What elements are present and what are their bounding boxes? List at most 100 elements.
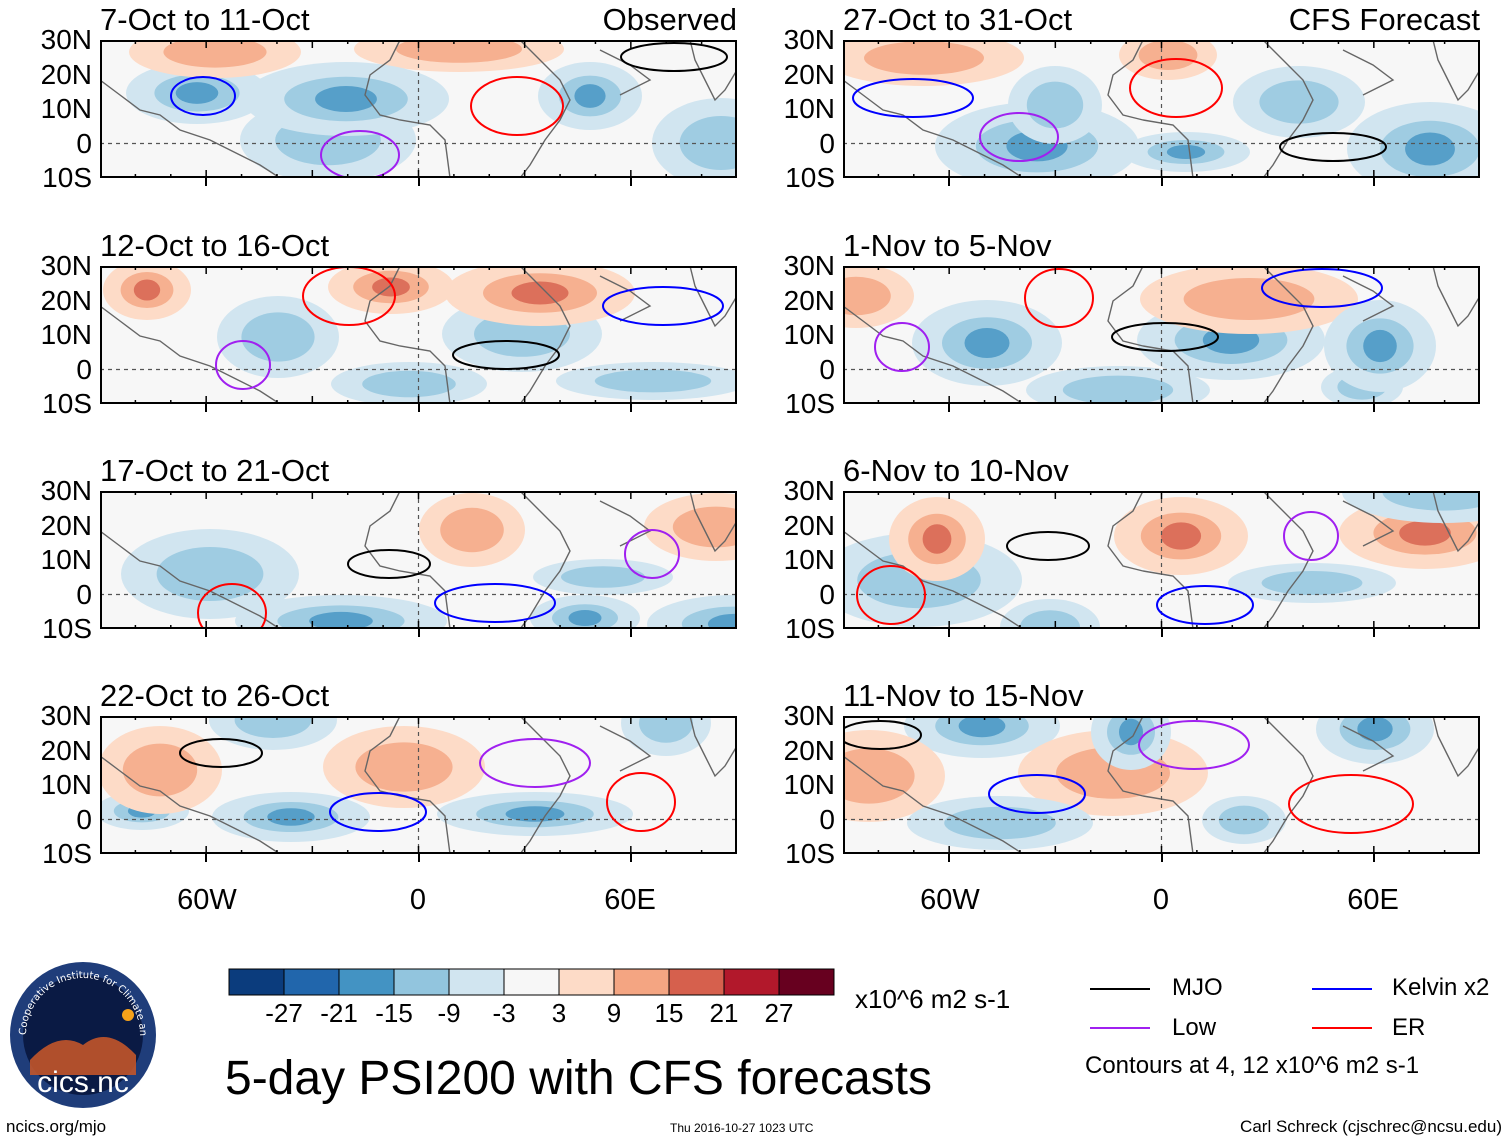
lon-major-tick [1160,178,1163,186]
coastline [843,266,1480,404]
colorbar-swatch [778,968,835,996]
colorbar-tick-label: 9 [606,998,622,1028]
lat-label: 10N [40,544,92,575]
lon-major-tick [629,629,632,637]
colorbar-tick-label: -15 [375,998,413,1028]
colorbar-swatch [503,968,560,996]
lat-label: 10S [785,388,835,419]
map-panel [843,491,1480,629]
lat-label: 20N [783,734,835,766]
filter-contours [170,42,728,178]
lat-label: 0 [76,578,92,610]
lon-label-0-right: 0 [1152,884,1170,916]
lat-label: 30N [40,475,92,506]
lon-major-tick [1160,854,1163,862]
lon-major-tick [205,178,208,186]
lon-major-tick [629,854,632,862]
lat-label: 0 [819,578,835,610]
lon-label-60e-right: 60E [1347,884,1399,916]
lat-label: 10N [40,93,92,124]
lat-label: 10N [783,319,835,350]
colorbar-tick-label: -21 [320,998,358,1028]
filter-contours [843,720,1414,834]
lat-label: 10S [785,613,835,644]
logo-text: cics.nc [37,1066,129,1099]
filter-contours [856,511,1339,625]
map-panel [100,716,737,854]
panel-title: 11-Nov to 15-Nov [843,678,1084,713]
lat-label: 10S [785,162,835,193]
lon-major-tick [948,629,951,637]
lon-major-tick [1160,629,1163,637]
lat-label: 0 [819,353,835,385]
lon-major-tick [1372,404,1375,412]
lon-major-tick [948,178,951,186]
panel-title: 27-Oct to 31-Oct [843,2,1073,37]
colorbar-swatch [393,968,450,996]
lat-label: 0 [76,127,92,159]
cics-nc-logo: Cooperative Institute for Climate and Sa… [5,952,156,1108]
lat-label: 20N [783,509,835,541]
map-panel [100,40,737,178]
legend-note: Contours at 4, 12 x10^6 m2 s-1 [1085,1052,1420,1079]
colorbar-swatch [448,968,505,996]
colorbar-tick-label: -3 [492,998,516,1028]
lat-label: 10N [40,769,92,800]
colorbar-swatch [558,968,615,996]
lat-label: 30N [783,24,835,55]
lon-major-tick [948,404,951,412]
lat-label: 20N [40,58,92,90]
legend-line-er [1312,1027,1372,1029]
lon-major-tick [417,404,420,412]
filter-contours [179,738,676,832]
colorbar-tick-label: 3 [551,998,567,1028]
lon-major-tick [1372,854,1375,862]
lon-major-tick [417,178,420,186]
coastline [100,716,737,854]
lat-label: 30N [40,700,92,731]
legend-label-mjo: MJO [1172,974,1223,1001]
legend-label-kelvin: Kelvin x2 [1392,974,1490,1001]
lat-label: 10S [42,613,92,644]
colorbar-tick-label: 15 [654,998,684,1028]
colorbar-swatch [723,968,780,996]
colorbar-tick-label: 27 [764,998,794,1028]
footer-url: ncics.org/mjo [6,1117,107,1136]
coastline [100,491,737,629]
panel-title: 1-Nov to 5-Nov [843,228,1052,263]
colorbar-tick-label: 21 [709,998,739,1028]
lon-major-tick [629,404,632,412]
lat-label: 30N [40,250,92,281]
coastline [843,716,1480,854]
streamfunction-shading [100,716,711,842]
panel-title: 6-Nov to 10-Nov [843,453,1069,488]
legend-line-low [1090,1027,1150,1029]
colorbar-swatch [283,968,340,996]
lon-major-tick [205,629,208,637]
lon-label-60w-right: 60W [920,884,980,916]
lon-major-tick [1372,178,1375,186]
streamfunction-shading [103,266,737,404]
lat-label: 10S [42,838,92,869]
colorbar-units: x10^6 m2 s-1 [855,984,1011,1014]
map-panel [843,266,1480,404]
lat-label: 10S [785,838,835,869]
lat-label: 10S [42,162,92,193]
streamfunction-shading [126,40,737,178]
colorbar-swatch [228,968,285,996]
filter-contours [852,58,1387,162]
footer-author: Carl Schreck (cjschrec@ncsu.edu) [1240,1117,1502,1136]
panel-source-label: Observed [602,2,737,37]
lat-label: 0 [819,127,835,159]
legend-line-kelvin [1312,988,1372,990]
lat-label: 10N [783,93,835,124]
colorbar-swatch [668,968,725,996]
lat-label: 30N [783,475,835,506]
coastline [843,40,1480,178]
filter-contours [197,529,680,629]
lat-label: 0 [819,803,835,835]
lon-major-tick [629,178,632,186]
coastline [100,40,737,178]
filter-contours [874,268,1383,372]
lon-label-0-left: 0 [409,884,427,916]
